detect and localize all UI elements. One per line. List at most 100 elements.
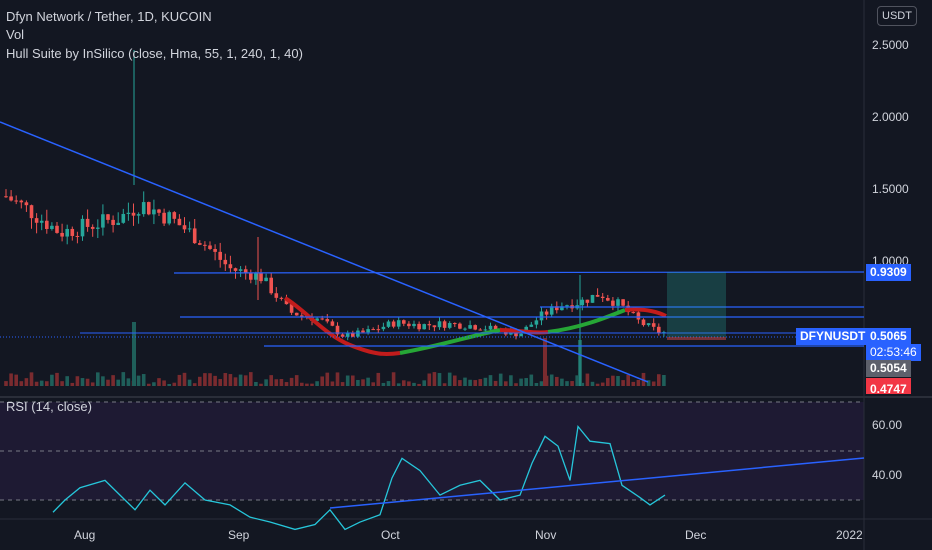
rsi-legend[interactable]: RSI (14, close)	[6, 399, 92, 414]
volume-bar	[580, 382, 585, 386]
candle-body	[651, 323, 656, 327]
volume-bar	[152, 382, 156, 386]
volume-bar	[621, 380, 625, 386]
candle-body	[478, 329, 483, 331]
volume-bar	[391, 372, 396, 386]
volume-bar	[187, 379, 192, 386]
candle-body	[483, 329, 488, 331]
volume-bar	[473, 380, 477, 386]
candle-body	[177, 218, 182, 226]
volume-bar	[147, 383, 151, 386]
candle-body	[223, 259, 228, 265]
hull-band-down	[624, 307, 667, 318]
volume-bar	[560, 378, 564, 386]
volume-bar	[366, 377, 370, 386]
currency-button[interactable]: USDT	[877, 6, 917, 26]
volume-bar	[320, 376, 324, 386]
symbol-label[interactable]: DFYNUSDT	[796, 328, 870, 345]
candle-body	[432, 325, 437, 328]
candle-body	[162, 212, 166, 224]
candle-body	[376, 329, 381, 331]
volume-bar	[514, 383, 518, 386]
volume-bar	[249, 372, 253, 386]
candle-body	[90, 226, 95, 229]
volume-bar	[543, 338, 547, 386]
candle-body	[351, 333, 355, 337]
candle-body	[101, 214, 105, 228]
time-tick: Sep	[228, 528, 250, 542]
volume-bar	[101, 376, 105, 386]
descending-trendline	[0, 121, 649, 383]
candle-body	[228, 264, 233, 269]
volume-bar	[50, 374, 54, 386]
candle-body	[85, 218, 90, 227]
volume-bar	[657, 374, 661, 386]
candle-body	[427, 324, 432, 326]
candle-body	[488, 325, 493, 330]
volume-bar	[595, 383, 600, 386]
candle-body	[75, 235, 80, 237]
volume-bar	[39, 380, 44, 386]
volume-bar	[432, 372, 437, 386]
candle-body	[335, 325, 340, 335]
candle-body	[254, 272, 258, 280]
candle-body	[65, 228, 69, 237]
volume-bar	[427, 373, 432, 386]
candle-body	[187, 228, 192, 230]
candle-body	[458, 323, 462, 329]
rsi-trendline	[329, 457, 865, 509]
time-tick: Aug	[74, 528, 96, 542]
volume-bar	[371, 382, 375, 386]
volume-bar	[106, 379, 110, 386]
candle-body	[315, 318, 319, 321]
volume-bar	[24, 378, 29, 386]
volume-bar	[55, 372, 59, 386]
volume-bar	[310, 383, 314, 386]
volume-bar	[376, 372, 381, 386]
candle-body	[422, 324, 426, 330]
candle-body	[402, 320, 406, 324]
volume-bar	[80, 378, 85, 386]
time-tick: 2022	[836, 528, 863, 542]
volume-bar	[335, 372, 340, 386]
candle-body	[549, 306, 554, 315]
volume-bar	[192, 383, 197, 386]
volume-legend[interactable]: Vol	[6, 27, 25, 42]
volume-bar	[29, 372, 34, 386]
hull-band-up	[399, 328, 501, 355]
symbol-title[interactable]: Dfyn Network / Tether, 1D, KUCOIN	[6, 9, 212, 24]
long-position-stop-zone	[667, 337, 726, 340]
candle-body	[447, 323, 452, 328]
volume-bar	[167, 383, 171, 386]
candle-body	[243, 269, 248, 273]
candle-body	[274, 293, 279, 298]
candle-body	[391, 321, 396, 327]
volume-bar	[458, 380, 462, 386]
volume-bar	[269, 375, 273, 386]
volume-bar	[381, 382, 386, 386]
candle-body	[407, 323, 411, 327]
candle-body	[371, 329, 375, 331]
candle-body	[121, 213, 126, 223]
candle-body	[218, 251, 222, 260]
volume-bar	[417, 383, 421, 386]
volume-bar	[14, 374, 18, 386]
volume-bar	[213, 375, 217, 386]
candle-body	[417, 323, 421, 330]
candle-body	[519, 333, 523, 337]
candle-body	[29, 205, 34, 219]
volume-bar	[182, 372, 187, 386]
volume-bar	[549, 374, 554, 386]
volume-bar	[463, 377, 467, 386]
price-tick: 2.0000	[872, 110, 909, 124]
volume-bar	[498, 373, 503, 386]
candle-body	[611, 300, 615, 306]
volume-bar	[34, 381, 39, 386]
hull-band-down	[283, 296, 401, 356]
hull-suite-legend[interactable]: Hull Suite by InSilico (close, Hma, 55, …	[6, 46, 303, 61]
candle-body	[294, 312, 299, 316]
volume-bar	[483, 377, 488, 386]
last-price-label: 0.5065	[866, 328, 911, 345]
